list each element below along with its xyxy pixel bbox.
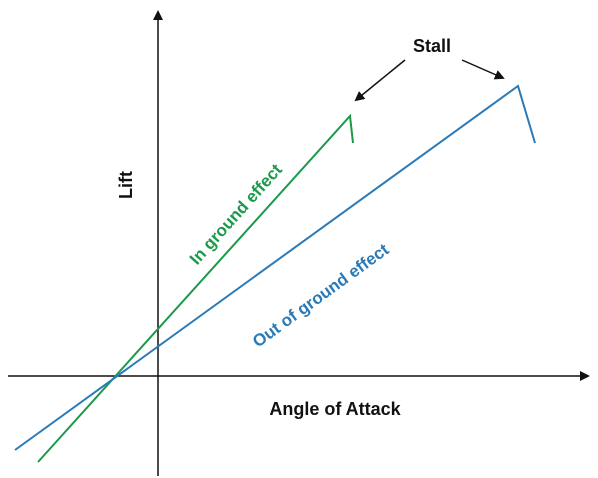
in-ground-line <box>37 113 354 463</box>
stall-arrow <box>461 59 505 80</box>
x-axis-label: Angle of Attack <box>269 399 401 419</box>
y-axis-label: Lift <box>116 171 136 199</box>
stall-arrow <box>354 59 406 102</box>
stall-label: Stall <box>413 36 451 56</box>
out-ground-label: Out of ground effect <box>249 240 393 352</box>
in-ground-label: In ground effect <box>186 160 286 268</box>
out-ground-line <box>14 84 536 451</box>
